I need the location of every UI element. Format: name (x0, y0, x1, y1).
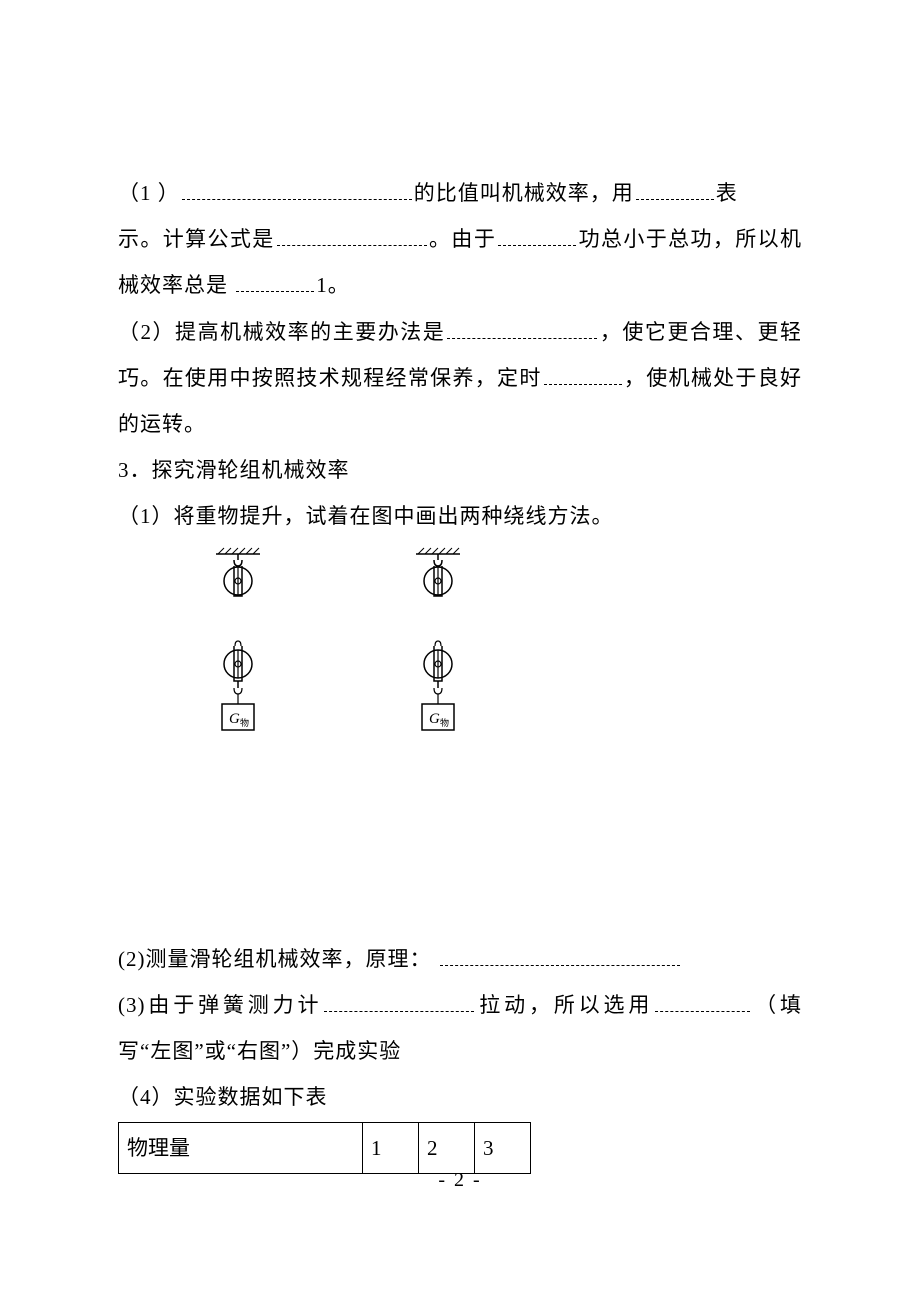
q2-prefix: （2）提高机械效率的主要办法是 (118, 320, 445, 344)
q3-3-prefix: (3)由于弹簧测力计 (118, 993, 322, 1017)
document-body: （1 ）的比值叫机械效率，用表示。计算公式是。由于功总小于总功，所以机械效率总是… (118, 170, 802, 1174)
svg-text:G: G (429, 711, 440, 727)
pulley-svg-left: G 物 (208, 546, 268, 746)
q3-3-seg1: 拉动，所以选用 (476, 993, 653, 1017)
q1-seg2-b: 示。计算公式是 (118, 227, 275, 251)
blank (324, 993, 474, 1012)
question-3-sub4: （4）实验数据如下表 (118, 1074, 802, 1120)
pulley-right: G 物 (408, 546, 468, 746)
blank (636, 181, 714, 200)
question-1: （1 ）的比值叫机械效率，用表示。计算公式是。由于功总小于总功，所以机械效率总是… (118, 170, 802, 309)
spacer (118, 766, 802, 936)
q1-prefix: （1 ） (118, 181, 180, 205)
pulley-left: G 物 (208, 546, 268, 746)
blank (440, 947, 680, 966)
question-3-sub1: （1）将重物提升，试着在图中画出两种绕线方法。 (118, 493, 802, 539)
pulley-diagrams: G 物 (118, 546, 802, 746)
svg-text:物: 物 (240, 717, 249, 728)
blank (498, 227, 576, 246)
blank (277, 227, 427, 246)
question-3-sub3: (3)由于弹簧测力计拉动，所以选用（填写“左图”或“右图”）完成实验 (118, 982, 802, 1074)
pulley-svg-right: G 物 (408, 546, 468, 746)
blank (182, 181, 412, 200)
question-3-sub2: (2)测量滑轮组机械效率，原理： (118, 936, 802, 982)
q1-seg5: 1。 (316, 273, 350, 297)
q3-2-prefix: (2)测量滑轮组机械效率，原理： (118, 947, 432, 971)
q1-seg1: 的比值叫机械效率，用 (414, 181, 634, 205)
blank (447, 320, 597, 339)
question-2: （2）提高机械效率的主要办法是，使它更合理、更轻巧。在使用中按照技术规程经常保养… (118, 309, 802, 448)
blank (655, 993, 750, 1012)
question-3-title: 3．探究滑轮组机械效率 (118, 447, 802, 493)
blank (544, 366, 622, 385)
q1-seg2-a: 表 (716, 181, 738, 205)
svg-text:G: G (229, 711, 240, 727)
page-number: - 2 - (0, 1158, 920, 1202)
q1-seg3: 。由于 (429, 227, 497, 251)
blank (236, 273, 314, 292)
svg-text:物: 物 (440, 717, 449, 728)
